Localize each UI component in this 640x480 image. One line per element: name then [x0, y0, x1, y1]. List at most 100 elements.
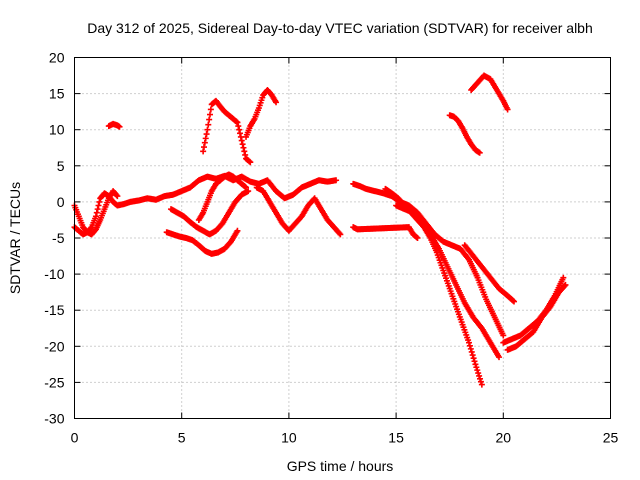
data-point-marker	[273, 99, 280, 106]
data-point-marker	[561, 282, 568, 289]
series-sat-f	[200, 97, 254, 166]
data-point-marker	[235, 123, 242, 130]
data-point-marker	[474, 367, 481, 374]
y-tick-label: -15	[44, 302, 64, 318]
data-point-marker	[234, 227, 241, 234]
y-tick-label: 0	[57, 194, 65, 210]
series-sat-e	[163, 227, 241, 257]
data-point-marker	[477, 375, 484, 382]
y-tick-label: 5	[57, 158, 65, 174]
data-point-marker	[468, 348, 475, 355]
axis-ticks: 0 5 10 15 20 25 -30 -25 -20 -15 -10 -5 0 5 10 15 20	[44, 50, 618, 446]
data-point-marker	[203, 131, 210, 138]
series-sat-m	[446, 112, 483, 156]
data-point-marker	[466, 342, 473, 349]
series-sat-c	[105, 120, 123, 130]
data-point-marker	[202, 135, 209, 142]
data-point-marker	[473, 364, 480, 371]
series-sat-b	[71, 188, 121, 238]
data-point-marker	[504, 106, 511, 113]
grid-lines	[74, 57, 611, 419]
data-point-marker	[206, 116, 213, 123]
data-point-marker	[87, 225, 94, 232]
data-point-marker	[247, 159, 254, 166]
data-point-marker	[476, 372, 483, 379]
data-point-marker	[414, 235, 421, 241]
y-tick-label: -25	[44, 374, 64, 390]
y-axis-label: SDTVAR / TECUs	[7, 182, 23, 294]
x-tick-label: 25	[603, 430, 619, 446]
series-sat-h	[195, 171, 250, 223]
data-point-marker	[472, 361, 479, 368]
data-point-marker	[478, 381, 485, 388]
data-point-marker	[243, 184, 250, 191]
x-tick-label: 0	[71, 430, 79, 446]
y-tick-label: -20	[44, 338, 64, 354]
data-point-marker	[93, 209, 100, 216]
data-point-marker	[470, 355, 477, 362]
series-sat-d	[167, 188, 252, 238]
data-point-marker	[496, 354, 503, 361]
data-point-marker	[207, 111, 214, 118]
data-point-marker	[510, 297, 517, 304]
data-point-marker	[477, 378, 484, 385]
data-point-marker	[241, 148, 248, 155]
y-tick-label: -10	[44, 266, 64, 282]
data-point-marker	[333, 177, 340, 184]
x-tick-label: 15	[388, 430, 404, 446]
data-point-marker	[238, 137, 245, 144]
data-point-marker	[94, 206, 101, 213]
series-sat-q	[504, 281, 569, 353]
series-sat-n	[468, 72, 511, 113]
data-point-marker	[205, 121, 212, 128]
chart-title: Day 312 of 2025, Sidereal Day-to-day VTE…	[87, 20, 593, 36]
data-point-marker	[201, 139, 208, 146]
x-tick-label: 5	[178, 430, 186, 446]
series-sat-i	[253, 184, 344, 238]
data-point-marker	[471, 358, 478, 365]
data-point-marker	[237, 130, 244, 137]
data-point-marker	[116, 123, 123, 130]
data-point-marker	[240, 144, 247, 151]
data-point-marker	[236, 126, 243, 133]
y-tick-label: 10	[49, 122, 65, 138]
y-tick-label: 20	[49, 50, 65, 66]
series-sat-a	[71, 172, 340, 238]
data-point-marker	[245, 188, 252, 195]
data-point-marker	[476, 149, 483, 156]
data-point-marker	[204, 126, 211, 133]
data-point-marker	[207, 106, 214, 113]
data-point-marker	[336, 230, 343, 237]
data-point-marker	[500, 332, 507, 339]
data-point-marker	[96, 198, 103, 205]
data-point-marker	[469, 352, 476, 359]
series-sat-l	[393, 202, 503, 361]
data-point-marker	[234, 119, 241, 126]
x-tick-label: 20	[496, 430, 512, 446]
x-tick-label: 10	[281, 430, 297, 446]
data-point-marker	[113, 192, 120, 199]
data-point-marker	[511, 298, 518, 305]
data-point-marker	[337, 231, 344, 238]
data-point-marker	[475, 370, 482, 377]
data-point-marker	[200, 148, 207, 155]
series-sat-g	[243, 86, 280, 140]
y-tick-label: -30	[44, 411, 64, 427]
data-point-marker	[95, 202, 102, 209]
series-sat-k	[382, 185, 485, 388]
data-point-marker	[239, 141, 246, 148]
y-tick-label: 15	[49, 86, 65, 102]
data-series	[71, 72, 569, 388]
y-tick-label: -5	[52, 230, 65, 246]
data-point-marker	[465, 339, 472, 346]
data-point-marker	[200, 144, 207, 151]
data-point-marker	[92, 213, 99, 220]
data-point-marker	[467, 345, 474, 352]
data-point-marker	[560, 274, 567, 281]
data-point-marker	[237, 133, 244, 140]
x-axis-label: GPS time / hours	[287, 458, 394, 474]
data-point-marker	[562, 281, 569, 288]
series-sat-o	[461, 242, 518, 305]
